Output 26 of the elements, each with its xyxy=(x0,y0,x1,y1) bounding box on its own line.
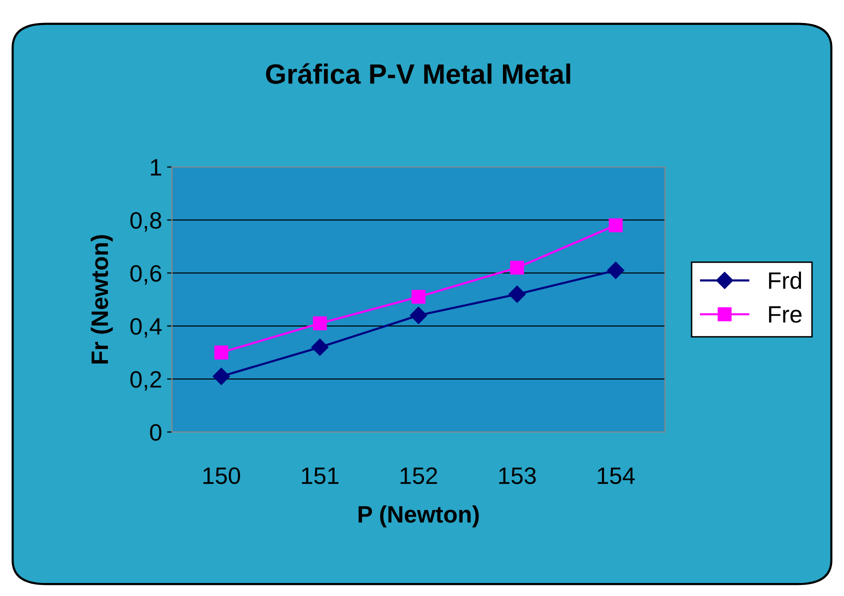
point xyxy=(510,260,524,275)
point xyxy=(214,346,228,360)
x-tick-label: 150 xyxy=(203,467,240,484)
x-tick-label: 151 xyxy=(302,468,338,484)
point xyxy=(212,368,230,385)
text: 0,8 xyxy=(130,212,162,232)
point xyxy=(410,306,428,324)
text: 0,4 xyxy=(130,318,162,338)
y-axis-title: Fr (Newton) xyxy=(90,235,113,364)
legend-label: Frd xyxy=(769,272,802,289)
legend-label: Fre xyxy=(769,306,802,323)
point xyxy=(608,218,623,232)
x-axis-title: P (Newton) xyxy=(358,505,479,528)
x-tick-label: 153 xyxy=(499,467,536,484)
point xyxy=(508,286,526,303)
y-tick-label: 0 xyxy=(150,424,162,441)
x-tick-label: 154 xyxy=(598,468,635,484)
chart-title: Gráfica P-V Metal Metal xyxy=(266,63,570,84)
point xyxy=(312,316,327,330)
point xyxy=(311,338,328,356)
y-tick-label: 1 xyxy=(150,159,162,176)
text: 0,2 xyxy=(130,371,162,391)
text: 0,6 xyxy=(130,265,162,285)
point xyxy=(607,262,624,279)
x-tick-label: 152 xyxy=(400,467,438,484)
point xyxy=(412,290,426,304)
